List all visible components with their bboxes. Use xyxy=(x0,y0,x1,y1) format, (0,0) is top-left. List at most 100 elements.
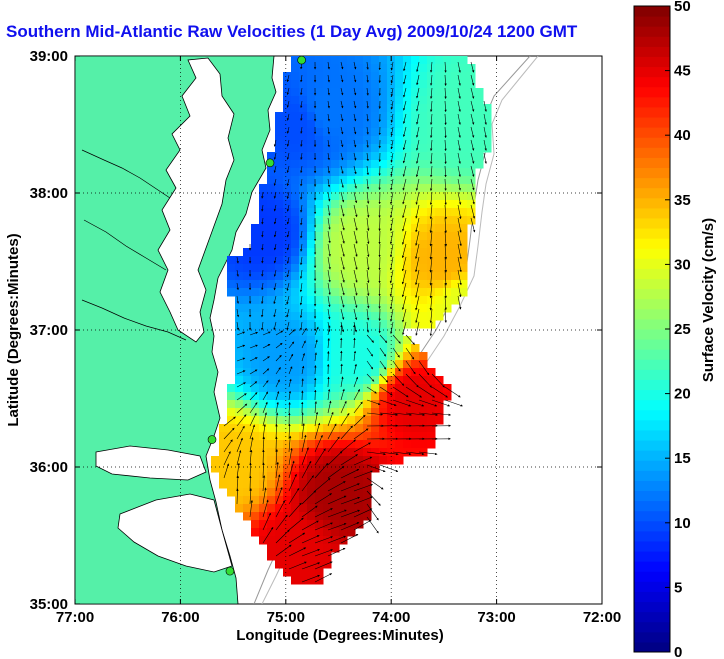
velocity-cell xyxy=(283,448,292,457)
velocity-cell xyxy=(363,376,372,385)
velocity-cell xyxy=(315,576,324,585)
velocity-arrow xyxy=(327,466,345,479)
velocity-cell xyxy=(443,296,452,305)
velocity-cell xyxy=(347,512,356,521)
velocity-cell xyxy=(475,152,484,161)
velocity-cell xyxy=(283,368,292,377)
velocity-cell xyxy=(323,56,332,65)
velocity-cell xyxy=(419,120,428,129)
velocity-cell xyxy=(339,136,348,145)
velocity-arrow xyxy=(415,243,420,259)
velocity-cell xyxy=(323,224,332,233)
velocity-cell xyxy=(315,176,324,185)
velocity-cell xyxy=(267,552,276,561)
velocity-cell xyxy=(363,208,372,217)
velocity-cell xyxy=(259,288,268,297)
velocity-cell xyxy=(419,320,428,329)
colorbar-tick-label: 20 xyxy=(674,386,691,403)
velocity-arrow xyxy=(457,87,461,99)
velocity-cell xyxy=(259,280,268,289)
velocity-cell xyxy=(435,144,444,153)
velocity-arrow xyxy=(366,334,374,343)
colorbar-segment xyxy=(634,399,670,411)
velocity-arrow xyxy=(429,126,433,138)
velocity-cell xyxy=(435,288,444,297)
colorbar-segment xyxy=(634,440,670,451)
velocity-cell xyxy=(403,416,412,425)
velocity-arrow xyxy=(286,243,290,251)
velocity-arrow xyxy=(366,100,369,109)
velocity-cell xyxy=(435,168,444,177)
colorbar-segment xyxy=(634,127,670,138)
velocity-cell xyxy=(283,456,292,465)
velocity-arrow xyxy=(418,412,438,416)
velocity-cell xyxy=(427,296,436,305)
colorbar-segment xyxy=(634,329,670,340)
velocity-cell xyxy=(403,192,412,201)
velocity-arrow xyxy=(327,509,347,518)
velocity-cell xyxy=(299,280,308,289)
velocity-cell xyxy=(283,192,292,201)
velocity-arrow xyxy=(444,87,447,99)
y-tick-label: 38:00 xyxy=(30,185,68,202)
velocity-cell xyxy=(331,224,340,233)
velocity-arrow xyxy=(405,399,425,407)
velocity-arrow xyxy=(236,282,239,291)
velocity-cell xyxy=(483,104,492,113)
velocity-field xyxy=(211,56,492,585)
velocity-cell xyxy=(451,120,460,129)
colorbar-segment xyxy=(634,561,670,572)
velocity-arrow xyxy=(262,344,271,349)
velocity-cell xyxy=(339,384,348,393)
velocity-cell xyxy=(403,168,412,177)
velocity-arrow xyxy=(470,113,475,125)
velocity-cell xyxy=(355,200,364,209)
velocity-cell xyxy=(243,512,252,521)
velocity-arrow xyxy=(366,282,370,296)
colorbar-segment xyxy=(634,228,670,239)
velocity-cell xyxy=(299,312,308,321)
velocity-cell xyxy=(331,272,340,281)
velocity-cell xyxy=(347,104,356,113)
velocity-cell xyxy=(459,232,468,241)
velocity-arrow xyxy=(327,547,346,557)
velocity-cell xyxy=(459,280,468,289)
velocity-cell xyxy=(379,72,388,81)
velocity-cell xyxy=(331,256,340,265)
velocity-cell xyxy=(347,448,356,457)
velocity-cell xyxy=(331,344,340,353)
velocity-cell xyxy=(291,160,300,169)
velocity-cell xyxy=(323,200,332,209)
velocity-arrow xyxy=(327,61,330,70)
velocity-cell xyxy=(451,104,460,113)
velocity-cell xyxy=(331,544,340,553)
velocity-arrow xyxy=(299,269,303,279)
velocity-cell xyxy=(331,472,340,481)
velocity-cell xyxy=(371,264,380,273)
velocity-cell xyxy=(235,384,244,393)
velocity-arrow xyxy=(286,269,290,278)
velocity-cell xyxy=(267,368,276,377)
velocity-cell xyxy=(331,216,340,225)
velocity-arrow xyxy=(457,295,462,310)
velocity-arrow xyxy=(288,435,292,453)
velocity-cell xyxy=(227,408,236,417)
velocity-cell xyxy=(363,184,372,193)
velocity-cell xyxy=(291,296,300,305)
velocity-arrow xyxy=(249,500,253,518)
velocity-arrow xyxy=(390,321,394,334)
velocity-arrow xyxy=(429,87,433,99)
velocity-cell xyxy=(483,128,492,137)
velocity-cell xyxy=(267,184,276,193)
velocity-arrow xyxy=(401,256,407,272)
velocity-arrow xyxy=(353,217,358,231)
velocity-cell xyxy=(331,56,340,65)
velocity-cell xyxy=(371,240,380,249)
velocity-arrow xyxy=(366,386,377,394)
chesapeake-bay xyxy=(157,57,235,343)
velocity-arrow xyxy=(286,230,290,238)
velocity-arrow xyxy=(444,178,447,191)
velocity-cell xyxy=(427,56,436,65)
velocity-arrow xyxy=(353,204,358,218)
